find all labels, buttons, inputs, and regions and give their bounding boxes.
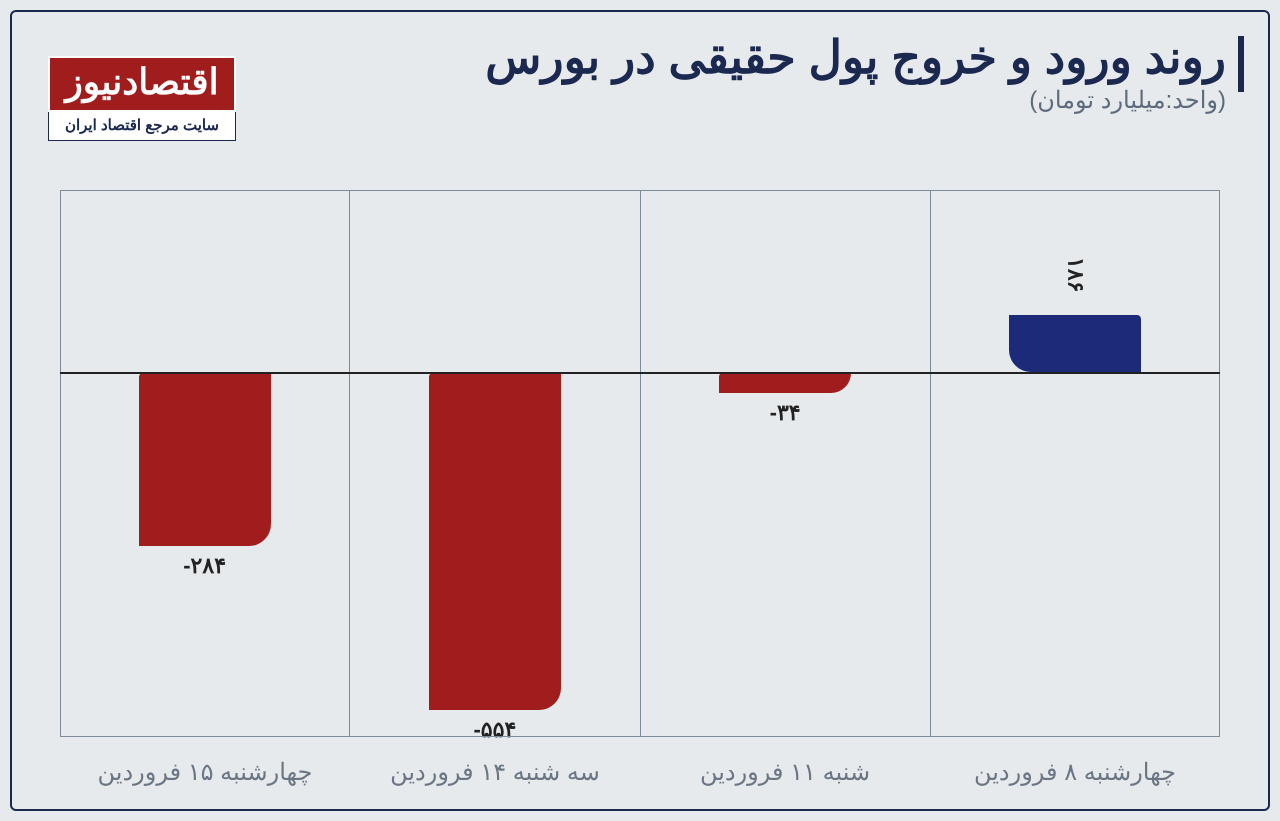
brand-logo: اقتصادنیوز سایت مرجع اقتصاد ایران: [48, 56, 236, 141]
chart-baseline: [60, 372, 1220, 374]
bar: [719, 373, 851, 394]
chart-column: -۲۸۴: [60, 190, 349, 737]
bar-value-label: -۲۸۴: [183, 553, 226, 579]
bar: [429, 373, 561, 710]
brand-logo-tagline: سایت مرجع اقتصاد ایران: [48, 112, 236, 141]
chart-columns: ۱۸۶ -۳۴ -۵۵۴ -۲۸۴: [60, 190, 1220, 737]
x-axis-label: سه شنبه ۱۴ فروردین: [350, 758, 640, 787]
bar-value-label: ۱۸۶: [1062, 257, 1088, 292]
title-accent-bar: [1238, 36, 1244, 92]
x-axis-label: چهارشنبه ۱۵ فروردین: [60, 758, 350, 787]
bar: [1009, 315, 1141, 371]
bar-value-label: -۵۵۴: [473, 717, 516, 743]
chart-column: -۳۴: [640, 190, 930, 737]
bar-value-label: -۳۴: [770, 400, 801, 426]
chart-subtitle: (واحد:میلیارد تومان): [485, 86, 1244, 115]
x-axis-label: چهارشنبه ۸ فروردین: [930, 758, 1220, 787]
bar: [139, 373, 271, 546]
x-axis-label: شنبه ۱۱ فروردین: [640, 758, 930, 787]
chart-title: روند ورود و خروج پول حقیقی در بورس: [485, 30, 1244, 84]
bar-chart: ۱۸۶ -۳۴ -۵۵۴ -۲۸۴: [60, 190, 1220, 737]
chart-column: ۱۸۶: [930, 190, 1220, 737]
title-area: روند ورود و خروج پول حقیقی در بورس (واحد…: [485, 30, 1244, 115]
x-axis-labels: چهارشنبه ۸ فروردینشنبه ۱۱ فروردینسه شنبه…: [60, 758, 1220, 787]
brand-logo-main: اقتصادنیوز: [48, 56, 236, 112]
chart-container: روند ورود و خروج پول حقیقی در بورس (واحد…: [10, 10, 1270, 811]
chart-column: -۵۵۴: [349, 190, 639, 737]
